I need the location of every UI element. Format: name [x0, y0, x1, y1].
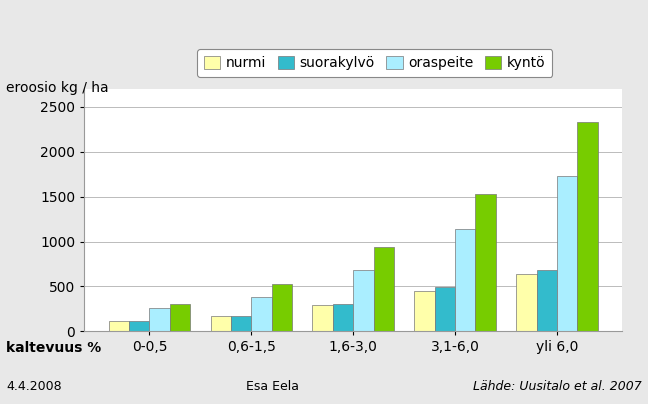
Bar	[129, 321, 150, 331]
Bar	[577, 122, 597, 331]
Bar	[333, 304, 353, 331]
Bar	[476, 194, 496, 331]
Bar	[211, 316, 231, 331]
Text: 4.4.2008: 4.4.2008	[6, 380, 62, 393]
Bar	[373, 247, 394, 331]
Bar	[150, 308, 170, 331]
Text: kaltevuus %: kaltevuus %	[6, 341, 102, 356]
Legend: nurmi, suorakylvö, oraspeite, kyntö: nurmi, suorakylvö, oraspeite, kyntö	[197, 49, 553, 77]
Bar	[455, 229, 476, 331]
Bar	[353, 270, 373, 331]
Text: Esa Eela: Esa Eela	[246, 380, 299, 393]
Bar	[435, 287, 455, 331]
Bar	[170, 304, 190, 331]
Bar	[251, 297, 272, 331]
Bar	[231, 316, 251, 331]
Text: eroosio kg / ha: eroosio kg / ha	[6, 81, 109, 95]
Bar	[312, 305, 333, 331]
Bar	[557, 176, 577, 331]
Bar	[109, 320, 129, 331]
Text: Lähde: Uusitalo et al. 2007: Lähde: Uusitalo et al. 2007	[473, 380, 642, 393]
Bar	[516, 274, 537, 331]
Bar	[272, 284, 292, 331]
Bar	[537, 270, 557, 331]
Bar	[414, 291, 435, 331]
